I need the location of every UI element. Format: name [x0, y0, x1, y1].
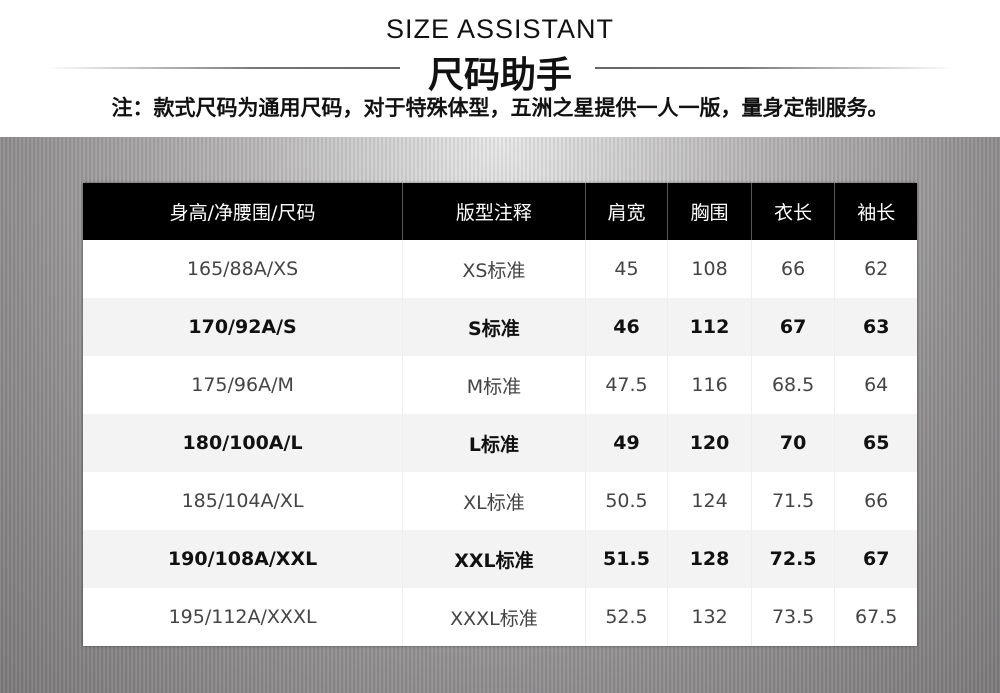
cell-chest: 124 — [667, 472, 752, 530]
cell-size: 165/88A/XS — [83, 240, 403, 298]
cell-shoulder: 50.5 — [584, 472, 668, 530]
table-header-row: 身高/净腰围/尺码 版型注释 肩宽 胸围 衣长 袖长 — [83, 183, 917, 240]
cell-shoulder: 51.5 — [584, 530, 668, 588]
size-table: 身高/净腰围/尺码 版型注释 肩宽 胸围 衣长 袖长 165/88A/XS XS标… — [83, 183, 917, 646]
cell-shoulder: 49 — [584, 414, 668, 472]
cell-sleeve: 65 — [834, 414, 917, 472]
cell-sleeve: 67 — [834, 530, 917, 588]
cell-size: 185/104A/XL — [83, 472, 403, 530]
cell-chest: 132 — [667, 588, 752, 646]
cell-sleeve: 67.5 — [834, 588, 917, 646]
divider-right — [595, 67, 955, 69]
table-row: 195/112A/XXXL XXXL标准 52.5 132 73.5 67.5 — [83, 588, 917, 646]
cell-size: 170/92A/S — [83, 298, 403, 356]
col-header-length: 衣长 — [750, 183, 835, 240]
col-header-sleeve: 袖长 — [834, 183, 917, 240]
cell-size: 195/112A/XXXL — [83, 588, 403, 646]
table-row: 180/100A/L L标准 49 120 70 65 — [83, 414, 917, 472]
cell-sleeve: 64 — [834, 356, 917, 414]
cell-fit: XS标准 — [402, 240, 586, 298]
cell-chest: 112 — [667, 298, 752, 356]
table-row: 170/92A/S S标准 46 112 67 63 — [83, 298, 917, 356]
cell-size: 175/96A/M — [83, 356, 403, 414]
cell-chest: 108 — [667, 240, 752, 298]
cell-shoulder: 46 — [584, 298, 668, 356]
cell-size: 180/100A/L — [83, 414, 403, 472]
cell-length: 68.5 — [750, 356, 835, 414]
title-english: SIZE ASSISTANT — [385, 14, 615, 44]
cell-sleeve: 62 — [834, 240, 917, 298]
cell-fit: L标准 — [402, 414, 586, 472]
cell-chest: 128 — [667, 530, 752, 588]
cell-sleeve: 63 — [834, 298, 917, 356]
cell-fit: M标准 — [402, 356, 586, 414]
col-header-fit: 版型注释 — [402, 183, 586, 240]
cell-chest: 120 — [667, 414, 752, 472]
cell-shoulder: 45 — [584, 240, 668, 298]
table-row: 175/96A/M M标准 47.5 116 68.5 64 — [83, 356, 917, 414]
cell-length: 66 — [750, 240, 835, 298]
cell-length: 73.5 — [750, 588, 835, 646]
title-chinese: 尺码助手 — [427, 54, 572, 96]
header-section: SIZE ASSISTANT 尺码助手 注：款式尺码为通用尺码，对于特殊体型，五… — [0, 0, 1000, 137]
cell-shoulder: 47.5 — [584, 356, 668, 414]
cell-length: 70 — [750, 414, 835, 472]
table-row: 165/88A/XS XS标准 45 108 66 62 — [83, 240, 917, 298]
cell-length: 67 — [750, 298, 835, 356]
cell-sleeve: 66 — [834, 472, 917, 530]
col-header-shoulder: 肩宽 — [584, 183, 668, 240]
cell-fit: XXL标准 — [402, 530, 586, 588]
cell-shoulder: 52.5 — [584, 588, 668, 646]
cell-length: 72.5 — [750, 530, 835, 588]
table-row: 190/108A/XXL XXL标准 51.5 128 72.5 67 — [83, 530, 917, 588]
size-note: 注：款式尺码为通用尺码，对于特殊体型，五洲之星提供一人一版，量身定制服务。 — [111, 95, 889, 120]
divider-left — [45, 67, 400, 69]
cell-size: 190/108A/XXL — [83, 530, 403, 588]
table-row: 185/104A/XL XL标准 50.5 124 71.5 66 — [83, 472, 917, 530]
col-header-size: 身高/净腰围/尺码 — [83, 183, 403, 240]
cell-fit: XL标准 — [402, 472, 586, 530]
cell-length: 71.5 — [750, 472, 835, 530]
cell-chest: 116 — [667, 356, 752, 414]
col-header-chest: 胸围 — [667, 183, 752, 240]
cell-fit: XXXL标准 — [402, 588, 586, 646]
cell-fit: S标准 — [402, 298, 586, 356]
